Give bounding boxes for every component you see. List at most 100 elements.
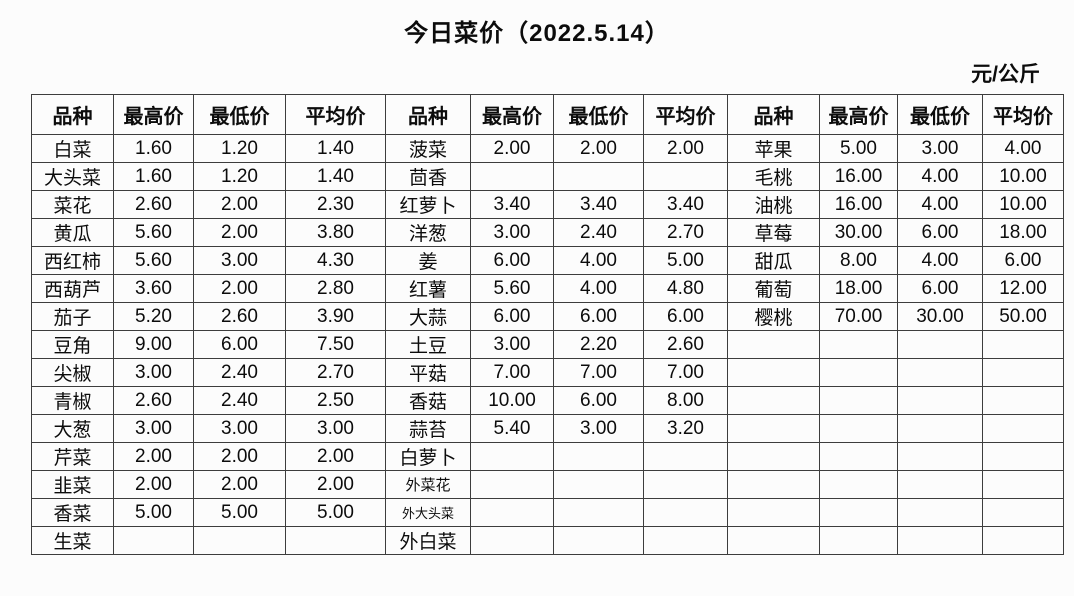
price-cell (897, 442, 983, 471)
price-cell: 2.00 (643, 134, 728, 163)
item-name-cell: 姜 (385, 246, 471, 275)
price-cell: 3.00 (285, 414, 386, 443)
col-header-variety: 品种 (727, 94, 820, 135)
price-cell: 4.30 (285, 246, 386, 275)
price-cell: 7.00 (470, 358, 554, 387)
price-cell: 6.00 (553, 302, 644, 331)
price-cell (819, 526, 898, 555)
table-row: 尖椒 3.00 2.40 2.70 平菇 7.00 7.00 7.00 (31, 358, 1064, 387)
price-cell: 3.80 (285, 218, 386, 247)
item-name-cell: 大头菜 (31, 162, 114, 191)
item-name-cell: 樱桃 (727, 302, 820, 331)
price-cell: 2.00 (193, 218, 286, 247)
price-cell: 3.00 (113, 414, 194, 443)
price-table-body: 白菜 1.60 1.20 1.40 菠菜 2.00 2.00 2.00 苹果 5.00 3.00 4.… (31, 134, 1064, 555)
price-cell: 2.00 (285, 470, 386, 499)
price-cell: 3.00 (470, 330, 554, 359)
price-cell (897, 470, 983, 499)
col-header-avg-price: 平均价 (982, 94, 1064, 135)
item-name-cell: 西红柿 (31, 246, 114, 275)
price-cell: 50.00 (982, 302, 1064, 331)
item-name-cell (727, 386, 820, 415)
table-row: 大头菜 1.60 1.20 1.40 茴香 毛桃 16.00 4.00 10.00 (31, 162, 1064, 191)
item-name-cell: 青椒 (31, 386, 114, 415)
price-cell: 1.20 (193, 134, 286, 163)
price-cell (819, 358, 898, 387)
price-cell (470, 162, 554, 191)
price-cell: 6.00 (193, 330, 286, 359)
price-cell: 2.00 (113, 470, 194, 499)
price-cell: 18.00 (819, 274, 898, 303)
price-cell (819, 442, 898, 471)
price-cell (982, 330, 1064, 359)
price-cell: 3.00 (470, 218, 554, 247)
price-cell (643, 162, 728, 191)
price-cell (643, 442, 728, 471)
price-cell: 2.00 (193, 274, 286, 303)
price-cell: 8.00 (819, 246, 898, 275)
table-row: 白菜 1.60 1.20 1.40 菠菜 2.00 2.00 2.00 苹果 5.00 3.00 4.… (31, 134, 1064, 163)
price-cell: 2.60 (113, 386, 194, 415)
price-cell: 7.50 (285, 330, 386, 359)
col-header-min-price: 最低价 (193, 94, 286, 135)
price-cell: 5.00 (285, 498, 386, 527)
price-cell: 6.00 (553, 386, 644, 415)
item-name-cell: 豆角 (31, 330, 114, 359)
price-cell (553, 526, 644, 555)
price-cell: 6.00 (897, 274, 983, 303)
item-name-cell (727, 442, 820, 471)
price-cell: 18.00 (982, 218, 1064, 247)
price-cell: 6.00 (470, 302, 554, 331)
item-name-cell: 葡萄 (727, 274, 820, 303)
price-cell: 2.50 (285, 386, 386, 415)
price-cell: 2.40 (193, 358, 286, 387)
price-cell (470, 498, 554, 527)
item-name-cell: 香菇 (385, 386, 471, 415)
table-row: 西红柿 5.60 3.00 4.30 姜 6.00 4.00 5.00 甜瓜 8.00 4.00 6.… (31, 246, 1064, 275)
price-cell: 6.00 (982, 246, 1064, 275)
price-cell: 3.40 (553, 190, 644, 219)
price-cell (982, 386, 1064, 415)
price-cell (897, 330, 983, 359)
price-cell: 6.00 (897, 218, 983, 247)
table-row: 韭菜 2.00 2.00 2.00 外菜花 (31, 470, 1064, 499)
price-cell: 7.00 (553, 358, 644, 387)
price-cell: 5.00 (193, 498, 286, 527)
col-header-min-price: 最低价 (897, 94, 983, 135)
item-name-cell: 红萝卜 (385, 190, 471, 219)
price-cell: 2.00 (553, 134, 644, 163)
item-name-cell: 毛桃 (727, 162, 820, 191)
price-cell: 4.00 (553, 274, 644, 303)
price-cell (897, 498, 983, 527)
price-cell (897, 358, 983, 387)
price-cell: 1.40 (285, 134, 386, 163)
price-cell: 30.00 (897, 302, 983, 331)
price-cell: 2.00 (470, 134, 554, 163)
table-row: 黄瓜 5.60 2.00 3.80 洋葱 3.00 2.40 2.70 草莓 30.00 6.00 1… (31, 218, 1064, 247)
table-row: 西葫芦 3.60 2.00 2.80 红薯 5.60 4.00 4.80 葡萄 18.00 6.00… (31, 274, 1064, 303)
item-name-cell: 生菜 (31, 526, 114, 555)
price-cell: 2.30 (285, 190, 386, 219)
price-cell: 2.00 (285, 442, 386, 471)
price-cell: 3.00 (897, 134, 983, 163)
price-cell: 70.00 (819, 302, 898, 331)
item-name-cell: 西葫芦 (31, 274, 114, 303)
price-table: 品种 最高价 最低价 平均价 品种 最高价 最低价 平均价 品种 最高价 最低价… (31, 94, 1064, 555)
item-name-cell: 茄子 (31, 302, 114, 331)
price-cell: 8.00 (643, 386, 728, 415)
price-cell: 5.00 (113, 498, 194, 527)
price-cell: 6.00 (643, 302, 728, 331)
price-cell (470, 442, 554, 471)
item-name-cell: 草莓 (727, 218, 820, 247)
price-cell (113, 526, 194, 555)
price-cell: 6.00 (470, 246, 554, 275)
price-cell (819, 470, 898, 499)
price-cell: 7.00 (643, 358, 728, 387)
item-name-cell: 外菜花 (385, 470, 471, 499)
price-cell (982, 526, 1064, 555)
price-cell (193, 526, 286, 555)
price-cell: 5.60 (113, 246, 194, 275)
price-cell: 2.70 (643, 218, 728, 247)
table-row: 茄子 5.20 2.60 3.90 大蒜 6.00 6.00 6.00 樱桃 70.00 30.00… (31, 302, 1064, 331)
table-row: 芹菜 2.00 2.00 2.00 白萝卜 (31, 442, 1064, 471)
